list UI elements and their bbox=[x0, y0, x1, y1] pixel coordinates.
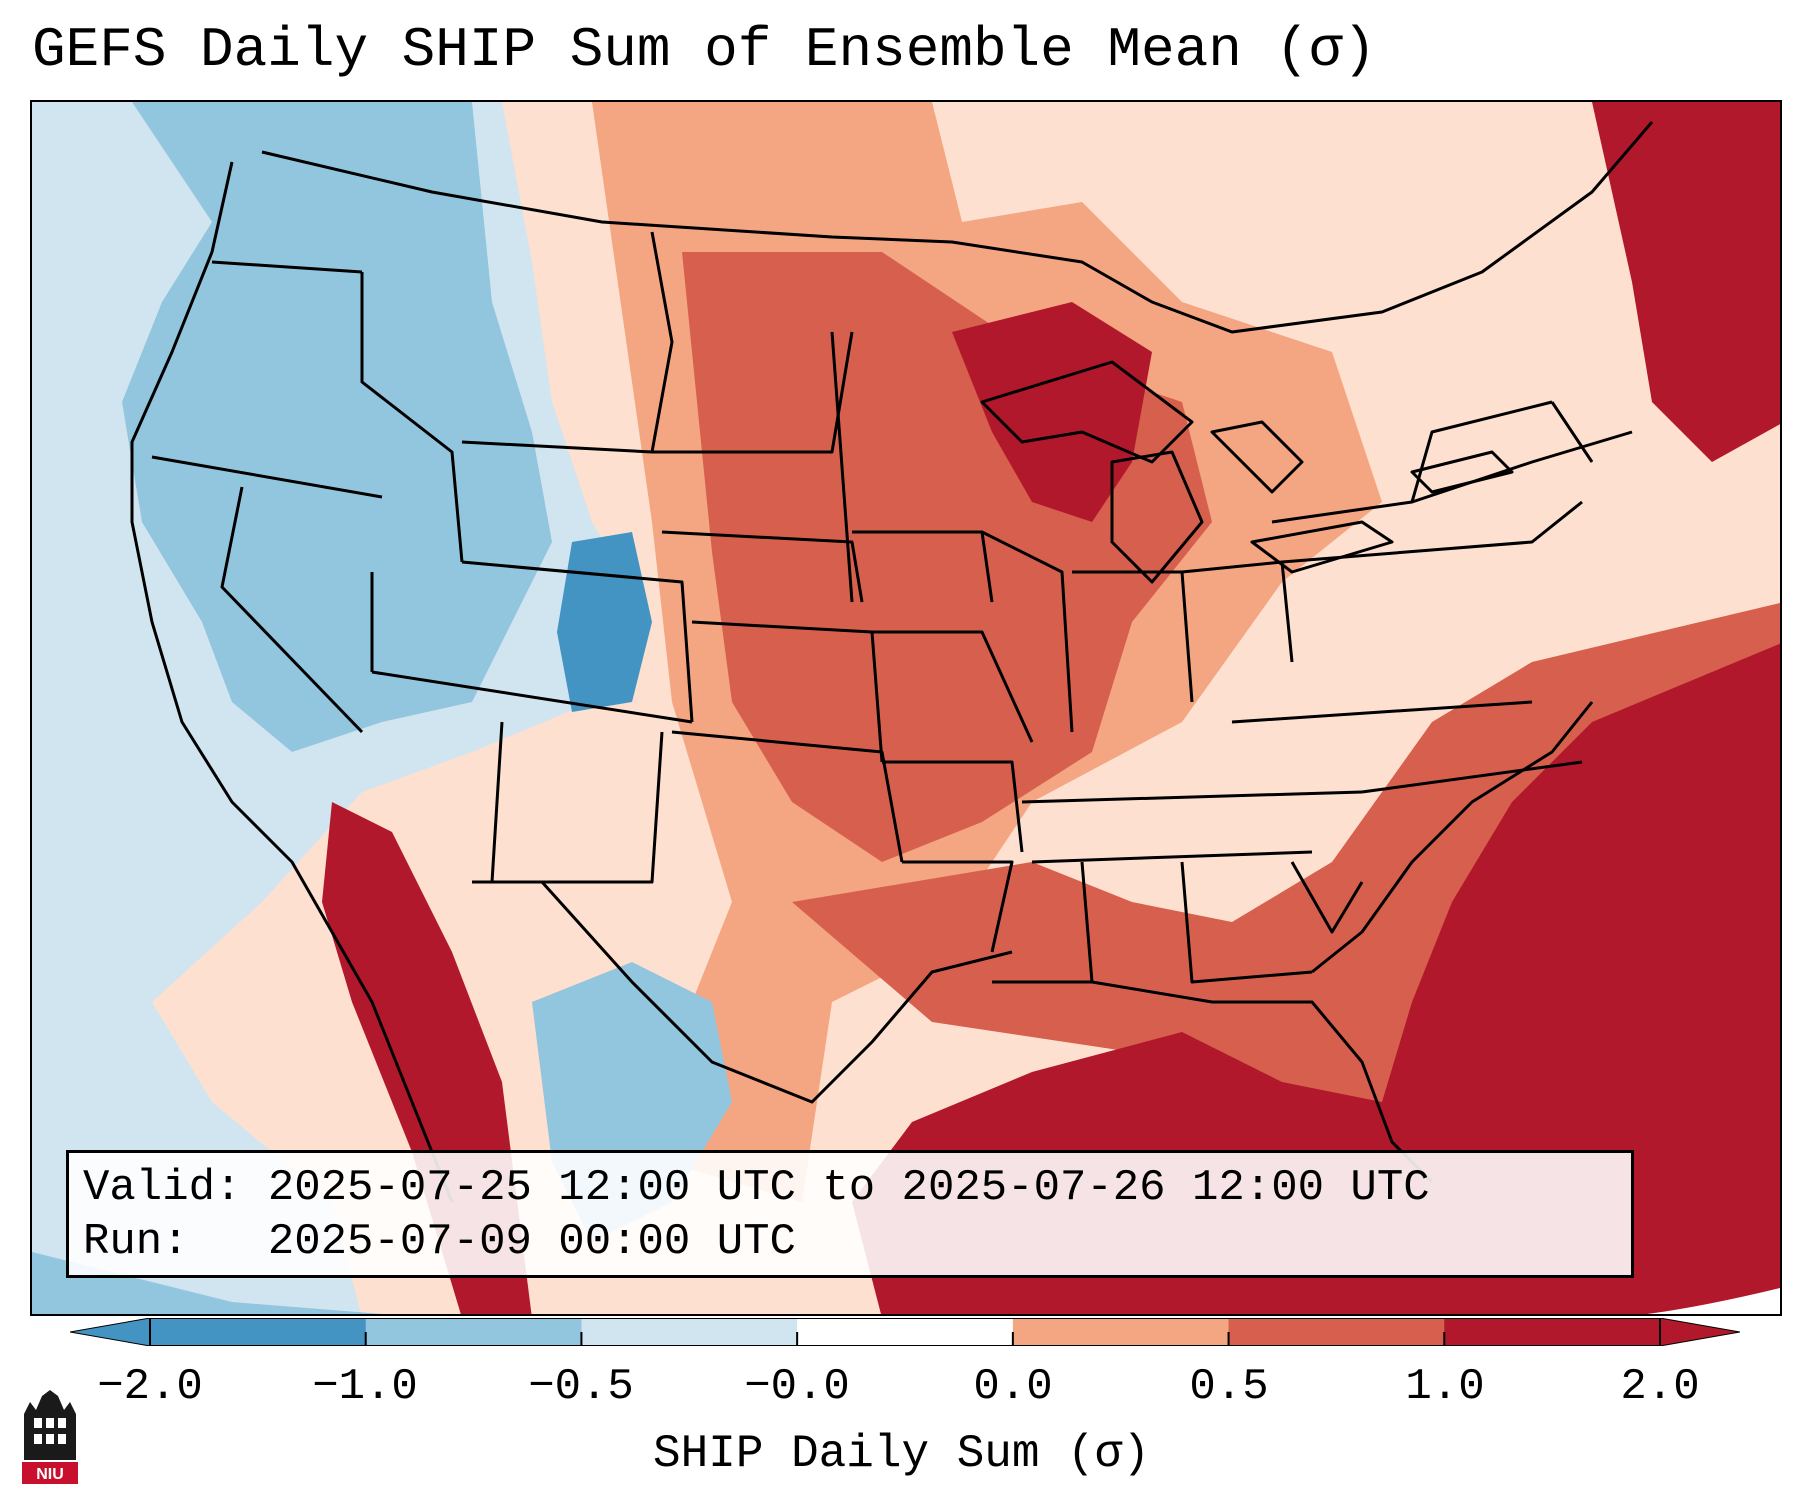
tick-label: −0.0 bbox=[744, 1362, 850, 1412]
colorbar-segment bbox=[1228, 1318, 1445, 1346]
niu-logo: NIU bbox=[20, 1390, 80, 1486]
colorbar-ticks bbox=[149, 1332, 1661, 1346]
colorbar-label: SHIP Daily Sum (σ) bbox=[653, 1428, 1150, 1480]
tick-label: −0.5 bbox=[528, 1362, 634, 1412]
map-title: GEFS Daily SHIP Sum of Ensemble Mean (σ) bbox=[32, 18, 1377, 82]
colorbar-segment bbox=[150, 1318, 367, 1346]
svg-text:NIU: NIU bbox=[36, 1466, 64, 1483]
map-domain-edge bbox=[1647, 1287, 1780, 1314]
valid-run-info-box: Valid: 2025-07-25 12:00 UTC to 2025-07-2… bbox=[66, 1150, 1634, 1278]
colorbar-segment bbox=[365, 1318, 582, 1346]
tick-label: 0.5 bbox=[1189, 1362, 1269, 1412]
run-label: Run: bbox=[83, 1217, 189, 1267]
valid-label: Valid: bbox=[83, 1163, 242, 1213]
run-value: 2025-07-09 00:00 UTC bbox=[267, 1217, 796, 1267]
colorbar-segment bbox=[1444, 1318, 1661, 1346]
map-panel bbox=[30, 100, 1782, 1316]
tick-label: 0.0 bbox=[973, 1362, 1053, 1412]
colorbar-segment bbox=[1012, 1318, 1230, 1346]
colorbar-segment bbox=[797, 1318, 1014, 1346]
valid-value: 2025-07-25 12:00 UTC to 2025-07-26 12:00… bbox=[267, 1163, 1430, 1213]
region-very-strong-positive-midwest bbox=[952, 302, 1152, 522]
colorbar-segments bbox=[150, 1318, 1661, 1346]
ship-anomaly-map bbox=[32, 102, 1780, 1314]
tick-label: −2.0 bbox=[97, 1362, 203, 1412]
colorbar-extend-low bbox=[70, 1318, 151, 1346]
region-strong-negative-southwest bbox=[32, 1252, 382, 1314]
colorbar-segment bbox=[581, 1318, 798, 1346]
state-boundaries bbox=[130, 121, 1654, 1203]
region-very-strong-positive-northeast bbox=[1592, 102, 1780, 462]
tick-label: −1.0 bbox=[312, 1362, 418, 1412]
tick-label: 1.0 bbox=[1405, 1362, 1485, 1412]
region-very-strong-positive-gulf-atlantic bbox=[852, 643, 1780, 1314]
tick-label: 2.0 bbox=[1620, 1362, 1700, 1412]
colorbar-extend-high bbox=[1659, 1318, 1740, 1346]
colorbar bbox=[70, 1318, 1740, 1346]
